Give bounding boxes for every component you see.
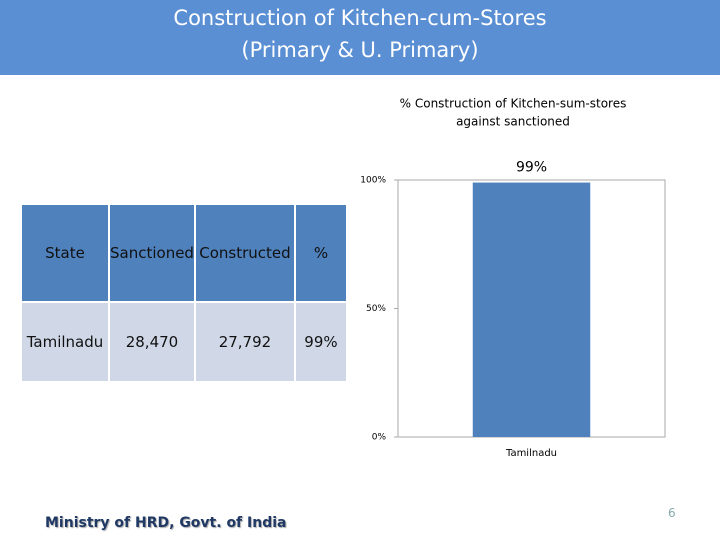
data-table: State Sanctioned Constructed % Tamilnadu… bbox=[20, 203, 348, 383]
y-tick-label: 50% bbox=[366, 304, 386, 314]
header-cell: State bbox=[20, 203, 110, 303]
cell: 28,470 bbox=[108, 301, 196, 383]
bar bbox=[472, 182, 591, 437]
header-cell: Constructed bbox=[193, 203, 296, 303]
x-tick-label: Tamilnadu bbox=[505, 448, 557, 459]
header-cell: Sanctioned bbox=[108, 203, 196, 303]
table-row: Tamilnadu 28,470 27,792 99% bbox=[20, 301, 348, 383]
chart-title: % Construction of Kitchen-sum-stores bbox=[400, 97, 627, 111]
y-tick-label: 100% bbox=[360, 176, 386, 186]
title-bar bbox=[0, 0, 720, 75]
slide-title: Construction of Kitchen-cum-Stores bbox=[173, 6, 547, 30]
table-header: State Sanctioned Constructed % bbox=[20, 203, 348, 303]
slide-title: (Primary & U. Primary) bbox=[241, 38, 479, 62]
page-number: 6 bbox=[668, 506, 676, 520]
cell: 99% bbox=[293, 301, 348, 383]
cell: 27,792 bbox=[193, 301, 296, 383]
cell: Tamilnadu bbox=[20, 301, 110, 383]
chart-title: against sanctioned bbox=[456, 115, 570, 129]
data-label: 99% bbox=[516, 160, 547, 176]
y-tick-label: 0% bbox=[372, 433, 387, 443]
source: Ministry of HRD, Govt. of India bbox=[45, 515, 287, 531]
header-cell: % bbox=[293, 203, 348, 303]
